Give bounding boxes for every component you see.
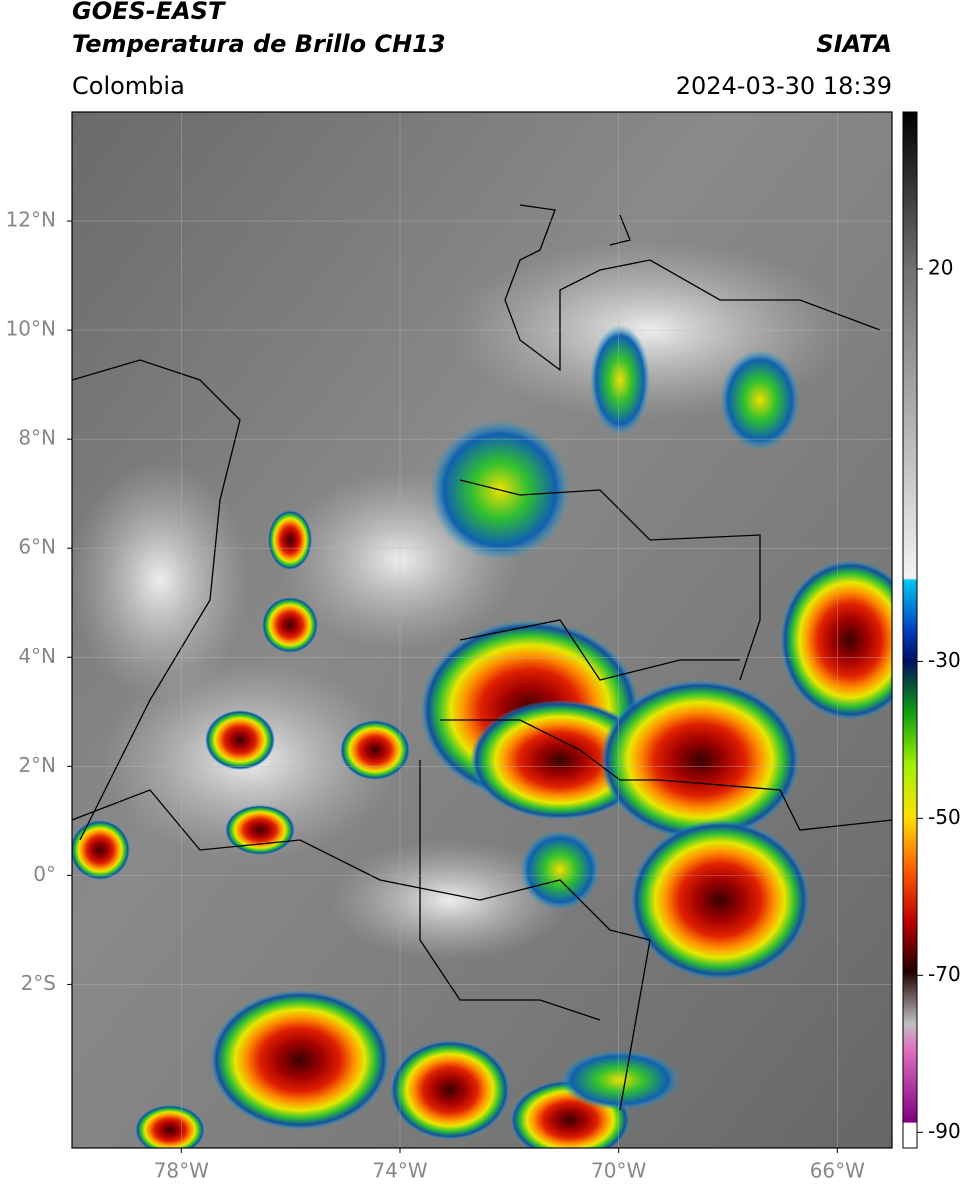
storms [72, 325, 892, 1148]
map [72, 112, 892, 1148]
subtitle: Temperatura de Brillo CH13 [72, 30, 446, 58]
lat-tick-label: 0° [33, 862, 56, 886]
map-frame [71, 111, 893, 1149]
colorbar [902, 111, 918, 1149]
lat-tick-label: 2°N [18, 753, 56, 777]
lat-tick-label: 10°N [6, 317, 56, 341]
colorbar-tick-label: -70 [928, 962, 961, 986]
lon-tick-label: 66°W [810, 1159, 865, 1183]
lon-tick-label: 70°W [591, 1159, 646, 1183]
lat-tick-label: 2°S [21, 971, 56, 995]
colorbar-tick-label: 20 [928, 255, 953, 279]
datetime: 2024-03-30 18:39 [676, 72, 892, 100]
region: Colombia [72, 72, 185, 100]
colorbar-tick-label: -30 [928, 648, 961, 672]
lon-tick-label: 78°W [154, 1159, 209, 1183]
borders [72, 204, 892, 1111]
colorbar-tick-label: -90 [928, 1119, 961, 1143]
lat-tick-label: 8°N [18, 426, 56, 450]
source: SIATA [816, 30, 892, 58]
lat-tick-label: 6°N [18, 535, 56, 559]
colorbar-tick-label: -50 [928, 805, 961, 829]
title: GOES-EAST [72, 0, 226, 25]
lon-tick-label: 74°W [372, 1159, 427, 1183]
lat-tick-label: 12°N [6, 208, 56, 232]
lat-tick-label: 4°N [18, 644, 56, 668]
